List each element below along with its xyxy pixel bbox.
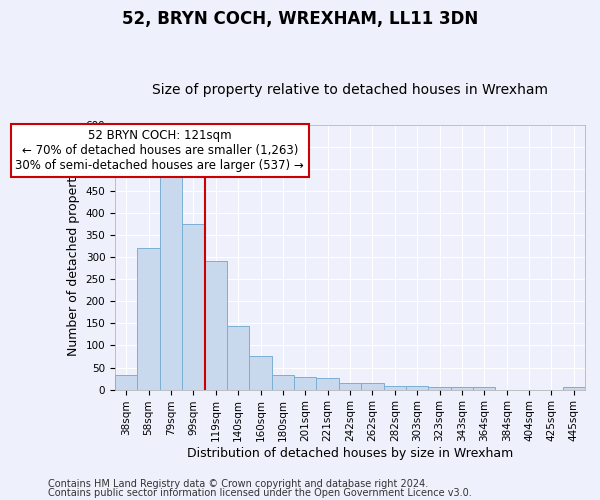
Bar [563,388,585,390]
Bar [115,376,137,390]
Bar [473,388,496,390]
Text: Contains public sector information licensed under the Open Government Licence v3: Contains public sector information licen… [48,488,472,498]
Bar [160,176,182,390]
Text: 52 BRYN COCH: 121sqm
← 70% of detached houses are smaller (1,263)
30% of semi-de: 52 BRYN COCH: 121sqm ← 70% of detached h… [16,129,304,172]
Bar [227,326,250,390]
Bar [428,388,451,390]
Text: Contains HM Land Registry data © Crown copyright and database right 2024.: Contains HM Land Registry data © Crown c… [48,479,428,489]
Title: Size of property relative to detached houses in Wrexham: Size of property relative to detached ho… [152,83,548,97]
Bar [294,377,316,390]
X-axis label: Distribution of detached houses by size in Wrexham: Distribution of detached houses by size … [187,447,513,460]
Bar [406,386,428,390]
Bar [182,224,205,390]
Bar [205,262,227,390]
Bar [451,388,473,390]
Bar [250,356,272,390]
Bar [137,248,160,390]
Bar [339,383,361,390]
Bar [316,378,339,390]
Bar [383,386,406,390]
Text: 52, BRYN COCH, WREXHAM, LL11 3DN: 52, BRYN COCH, WREXHAM, LL11 3DN [122,10,478,28]
Bar [272,376,294,390]
Bar [361,383,383,390]
Y-axis label: Number of detached properties: Number of detached properties [67,158,80,356]
